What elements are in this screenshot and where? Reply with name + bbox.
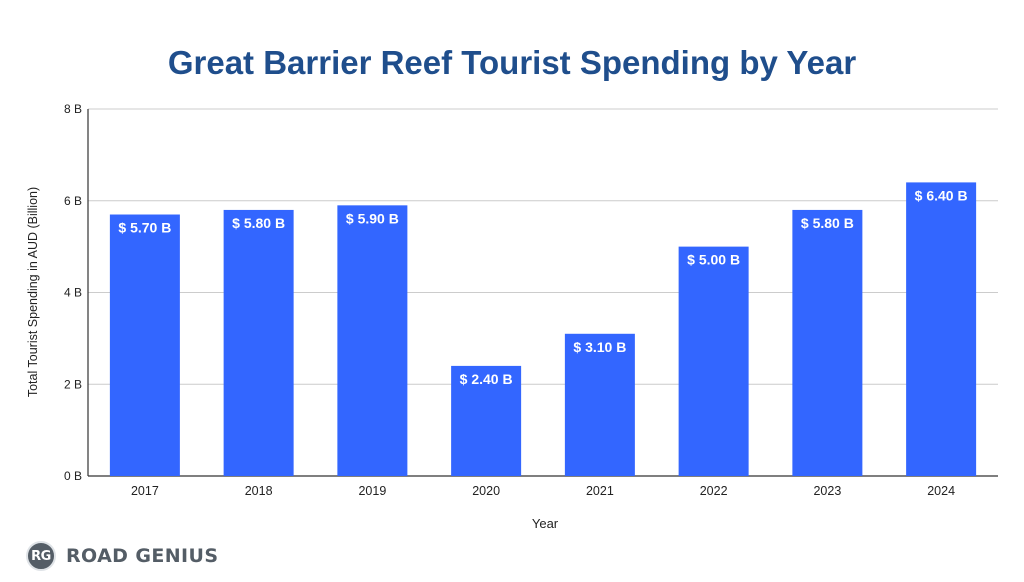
data-label: $ 5.80 B (232, 215, 285, 231)
data-label: $ 6.40 B (915, 187, 968, 203)
data-label: $ 5.90 B (346, 210, 399, 226)
bar (678, 246, 749, 476)
chart-title: Great Barrier Reef Tourist Spending by Y… (167, 44, 857, 81)
logo-text: ROAD GENIUS (66, 545, 219, 567)
bar (792, 209, 863, 477)
y-axis-title: Total Tourist Spending in AUD (Billion) (26, 187, 40, 397)
x-tick-label: 2021 (586, 484, 614, 498)
y-tick-label: 8 B (64, 102, 82, 116)
x-tick-label: 2020 (472, 484, 500, 498)
x-tick-label: 2017 (131, 484, 159, 498)
logo-badge: RG (26, 541, 56, 571)
x-tick-label: 2022 (700, 484, 728, 498)
x-tick-label: 2023 (813, 484, 841, 498)
x-tick-label: 2018 (245, 484, 273, 498)
bar (906, 182, 977, 476)
y-tick-label: 0 B (64, 469, 82, 483)
x-axis-title: Year (532, 516, 559, 531)
y-tick-label: 2 B (64, 377, 82, 391)
data-label: $ 5.80 B (801, 215, 854, 231)
bar (109, 214, 180, 476)
y-tick-label: 4 B (64, 286, 82, 300)
x-tick-label: 2019 (358, 484, 386, 498)
data-label: $ 2.40 B (460, 371, 513, 387)
y-tick-label: 6 B (64, 194, 82, 208)
data-label: $ 5.00 B (687, 252, 740, 268)
x-tick-label: 2024 (927, 484, 955, 498)
data-label: $ 3.10 B (573, 339, 626, 355)
data-label: $ 5.70 B (118, 220, 171, 236)
road-genius-logo: RG ROAD GENIUS (26, 540, 218, 572)
bar (337, 205, 408, 476)
bar (564, 333, 635, 476)
bar (451, 365, 522, 476)
bar (223, 209, 294, 477)
